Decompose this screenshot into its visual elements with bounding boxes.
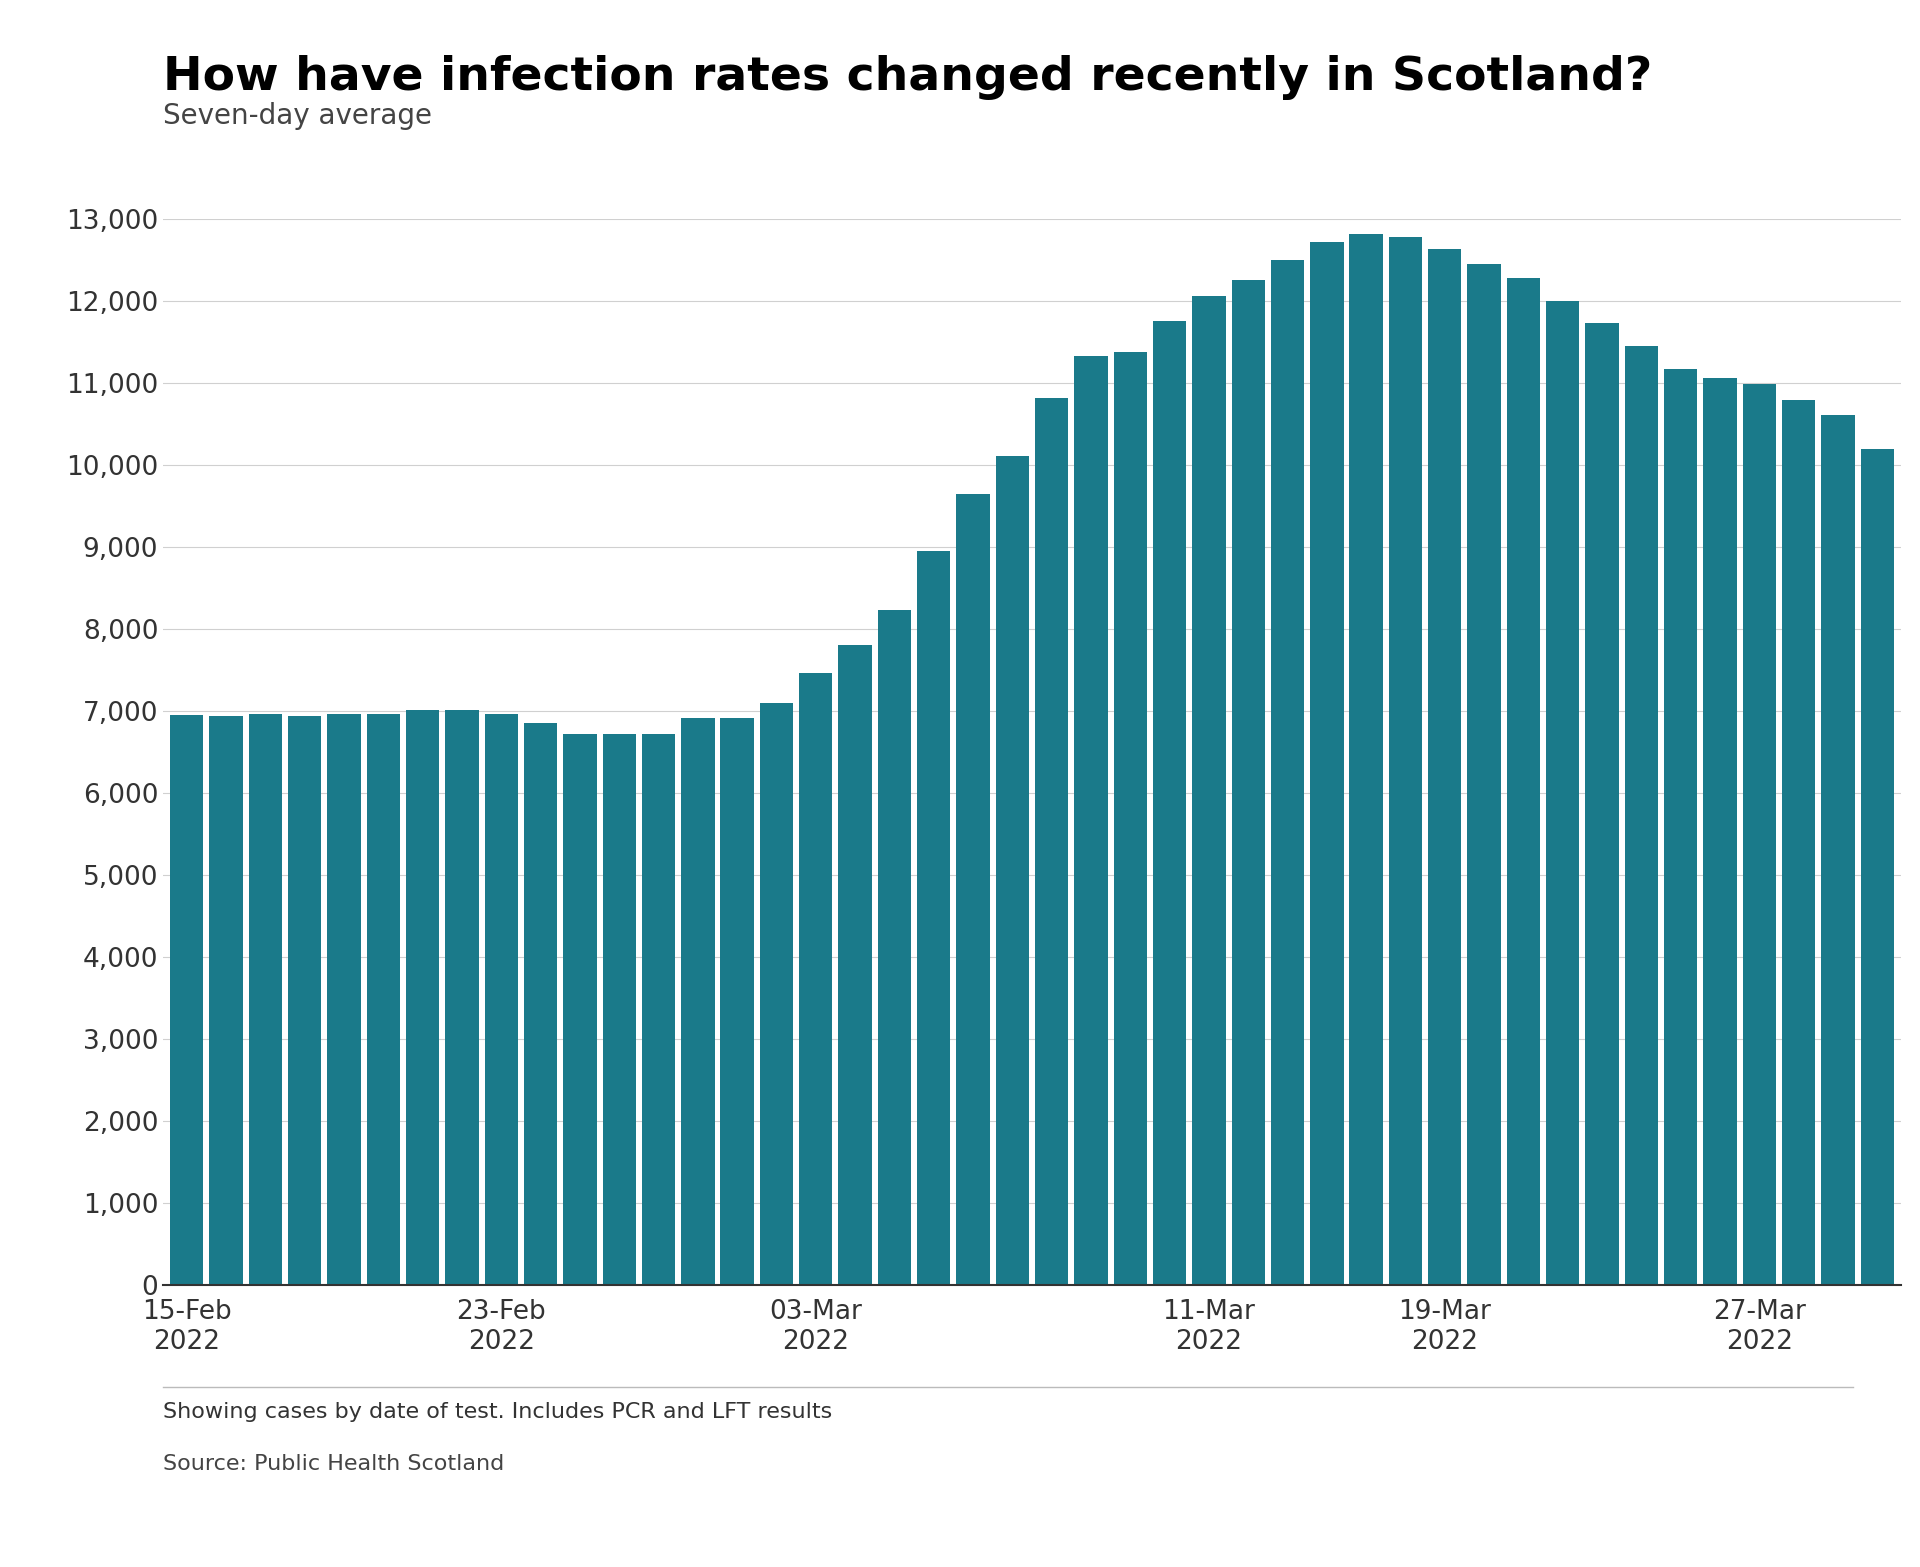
Bar — [1192, 296, 1225, 1285]
Bar — [1586, 323, 1619, 1285]
Bar — [1152, 321, 1187, 1285]
Bar — [1546, 301, 1580, 1285]
Bar — [1703, 378, 1738, 1285]
Bar — [326, 715, 361, 1285]
Bar — [641, 733, 676, 1285]
Bar — [1350, 233, 1382, 1285]
Bar — [524, 724, 557, 1285]
Bar — [918, 550, 950, 1285]
Bar — [996, 456, 1029, 1285]
Bar — [1665, 368, 1697, 1285]
Bar — [1782, 400, 1814, 1285]
Bar — [1624, 346, 1659, 1285]
Bar — [405, 710, 440, 1285]
Bar — [1388, 237, 1423, 1285]
Bar — [956, 494, 989, 1285]
Bar — [760, 704, 793, 1285]
Bar — [250, 715, 282, 1285]
Bar — [1507, 277, 1540, 1285]
Bar — [171, 715, 204, 1285]
Text: Seven-day average: Seven-day average — [163, 102, 432, 130]
Bar — [1428, 249, 1461, 1285]
Text: How have infection rates changed recently in Scotland?: How have infection rates changed recentl… — [163, 55, 1653, 100]
Bar — [1114, 353, 1146, 1285]
Text: BBC: BBC — [1784, 1473, 1841, 1498]
Bar — [563, 733, 597, 1285]
Bar — [209, 716, 242, 1285]
Bar — [367, 715, 399, 1285]
Bar — [288, 716, 321, 1285]
Bar — [1075, 356, 1108, 1285]
Bar — [682, 718, 714, 1285]
Bar — [1822, 415, 1855, 1285]
Bar — [877, 611, 912, 1285]
Bar — [1271, 260, 1304, 1285]
Text: Source: Public Health Scotland: Source: Public Health Scotland — [163, 1454, 505, 1475]
Bar — [1743, 384, 1776, 1285]
Bar — [720, 718, 755, 1285]
Text: Showing cases by date of test. Includes PCR and LFT results: Showing cases by date of test. Includes … — [163, 1402, 833, 1423]
Bar — [799, 672, 833, 1285]
Bar — [1035, 398, 1068, 1285]
Bar — [1467, 265, 1501, 1285]
Bar — [839, 644, 872, 1285]
Bar — [1309, 241, 1344, 1285]
Bar — [484, 713, 518, 1285]
Bar — [1231, 280, 1265, 1285]
Bar — [603, 733, 636, 1285]
Bar — [1860, 448, 1893, 1285]
Bar — [445, 710, 478, 1285]
